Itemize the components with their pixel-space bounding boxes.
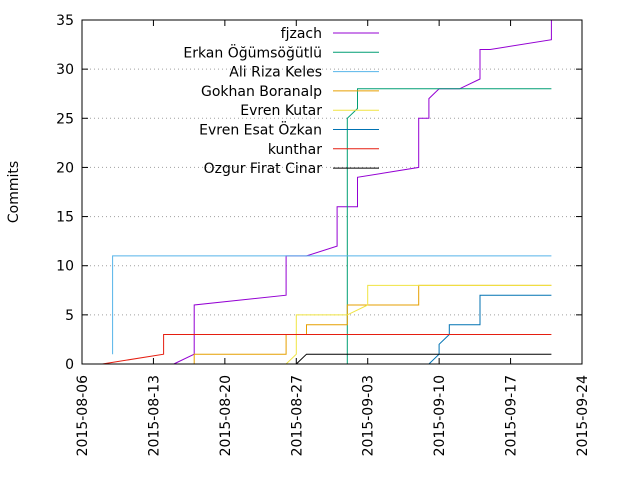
legend-label: Evren Kutar bbox=[240, 103, 322, 119]
series-line-5 bbox=[428, 294, 552, 365]
series-line-2 bbox=[112, 255, 552, 355]
legend-label: Gokhan Boranalp bbox=[201, 84, 322, 100]
series-line-6 bbox=[102, 334, 552, 365]
series-line-1 bbox=[346, 88, 552, 364]
x-tick-label: 2015-09-24 bbox=[575, 375, 591, 456]
x-tick-labels: 2015-08-06 2015-08-13 2015-08-20 2015-08-27… bbox=[75, 375, 591, 456]
tick-marks bbox=[81, 19, 583, 365]
x-tick-label: 2015-08-27 bbox=[289, 375, 305, 456]
x-tick-label: 2015-09-17 bbox=[504, 375, 520, 456]
series-line-0 bbox=[173, 20, 552, 365]
series-line-4 bbox=[285, 284, 552, 365]
y-tick-label: 30 bbox=[56, 62, 74, 78]
y-axis-title: Commits bbox=[6, 161, 22, 223]
y-tick-label: 10 bbox=[56, 259, 74, 275]
plot-frame bbox=[81, 19, 583, 365]
y-tick-label: 5 bbox=[65, 308, 74, 324]
y-tick-label: 20 bbox=[56, 160, 74, 176]
legend-label: Evren Esat Özkan bbox=[199, 121, 322, 139]
legend-label: Ali Riza Keles bbox=[229, 65, 322, 81]
legend-label: kunthar bbox=[268, 142, 322, 158]
y-tick-labels: 0 5 10 15 20 25 30 35 bbox=[56, 13, 74, 373]
legend-label: Erkan Öğümsöğütlü bbox=[183, 43, 322, 61]
x-tick-label: 2015-08-20 bbox=[218, 375, 234, 456]
legend-label: Ozgur Firat Cinar bbox=[204, 161, 323, 177]
legend-label: fjzach bbox=[281, 26, 322, 42]
x-tick-label: 2015-09-10 bbox=[432, 375, 448, 456]
series-line-7 bbox=[295, 353, 552, 365]
y-tick-label: 15 bbox=[56, 210, 74, 226]
series-line-3 bbox=[193, 284, 552, 364]
x-tick-label: 2015-08-06 bbox=[75, 375, 91, 456]
y-tick-label: 35 bbox=[56, 13, 74, 29]
y-tick-label: 0 bbox=[65, 357, 74, 373]
x-tick-label: 2015-09-03 bbox=[361, 375, 377, 456]
y-tick-label: 25 bbox=[56, 111, 74, 127]
x-tick-label: 2015-08-13 bbox=[146, 375, 162, 456]
series-group bbox=[102, 20, 552, 365]
grid-lines bbox=[82, 68, 582, 316]
